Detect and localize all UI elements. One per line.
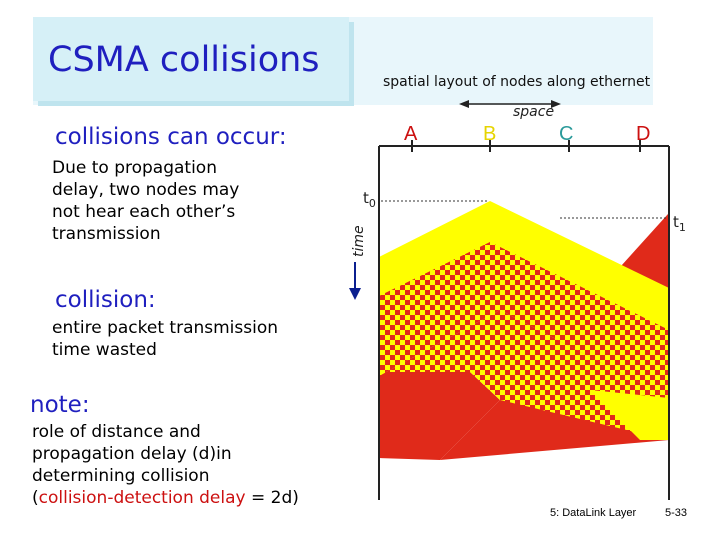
node-label-c: C [559, 123, 573, 145]
note-text: role of distance and propagation delay (… [32, 422, 299, 508]
title-box [33, 17, 349, 101]
space-label: space [513, 104, 554, 120]
yellow-lower-right [590, 390, 669, 440]
layout-caption: spatial layout of nodes along ethernet [383, 74, 651, 90]
footer-chapter: 5: DataLink Layer [550, 507, 637, 519]
overlap-region-lower [379, 310, 669, 440]
node-label-d: D [636, 123, 650, 145]
overlap-region [379, 242, 669, 398]
node-label-b: B [483, 123, 496, 145]
time-arrow-head [349, 288, 361, 300]
note-last-line: (collision-detection delay = 2d) [32, 488, 299, 508]
collisions-heading: collisions can occur: [55, 124, 287, 150]
collision-text: entire packet transmission time wasted [52, 318, 279, 360]
t1-label: t1 [673, 213, 686, 234]
collision-heading: collision: [55, 287, 156, 313]
d-transmission-band-left [379, 372, 500, 460]
time-label: time [351, 225, 367, 257]
space-arrow-left-head [459, 100, 469, 108]
collisions-text: Due to propagation delay, two nodes may … [52, 158, 240, 244]
collision-detection-delay-highlight: collision-detection delay [38, 488, 246, 508]
t0-label: t0 [363, 189, 376, 210]
note-heading: note: [30, 392, 90, 418]
space-arrow-right-head [551, 100, 561, 108]
footer-page-number: 5-33 [665, 507, 688, 519]
node-label-a: A [404, 123, 418, 145]
slide-title: CSMA collisions [48, 40, 320, 80]
